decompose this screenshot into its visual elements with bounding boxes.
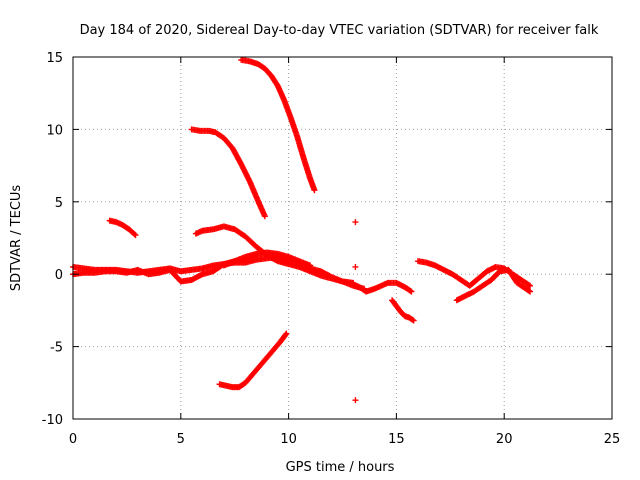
x-tick-label: 5 [177, 432, 185, 447]
chart-title: Day 184 of 2020, Sidereal Day-to-day VTE… [80, 23, 599, 38]
data-point [352, 397, 359, 404]
y-tick-label: -5 [50, 341, 63, 356]
x-axis-label: GPS time / hours [286, 460, 395, 475]
y-tick-label: 5 [55, 196, 63, 211]
data-point [132, 232, 139, 239]
y-tick-label: 0 [55, 268, 63, 283]
data-point [131, 231, 138, 238]
data-point [525, 287, 532, 294]
data-point [352, 219, 359, 226]
data-point [527, 288, 534, 295]
data-point [311, 187, 318, 194]
x-tick-label: 20 [496, 432, 513, 447]
data-point [408, 288, 415, 295]
data-point [525, 281, 532, 288]
y-tick-label: -10 [42, 413, 63, 428]
data-point [407, 287, 414, 294]
x-tick-label: 10 [280, 432, 297, 447]
axis-ticks: 0 5 10 15 20 25 -10 -5 0 5 10 15 [42, 51, 621, 447]
data-points [70, 56, 534, 404]
data-point [352, 263, 359, 270]
data-point [283, 330, 290, 337]
y-axis-label: SDTVAR / TECUs [9, 185, 24, 292]
x-tick-label: 0 [69, 432, 77, 447]
data-point [410, 317, 417, 324]
x-tick-label: 15 [388, 432, 405, 447]
data-point [261, 213, 268, 220]
data-point [307, 262, 314, 269]
plot-frame [72, 56, 613, 420]
y-tick-label: 10 [46, 123, 63, 138]
data-point [282, 331, 289, 338]
y-tick-label: 15 [46, 51, 63, 66]
data-point [527, 282, 534, 289]
x-tick-label: 25 [604, 432, 621, 447]
grid-lines [73, 57, 612, 419]
data-point [409, 316, 416, 323]
